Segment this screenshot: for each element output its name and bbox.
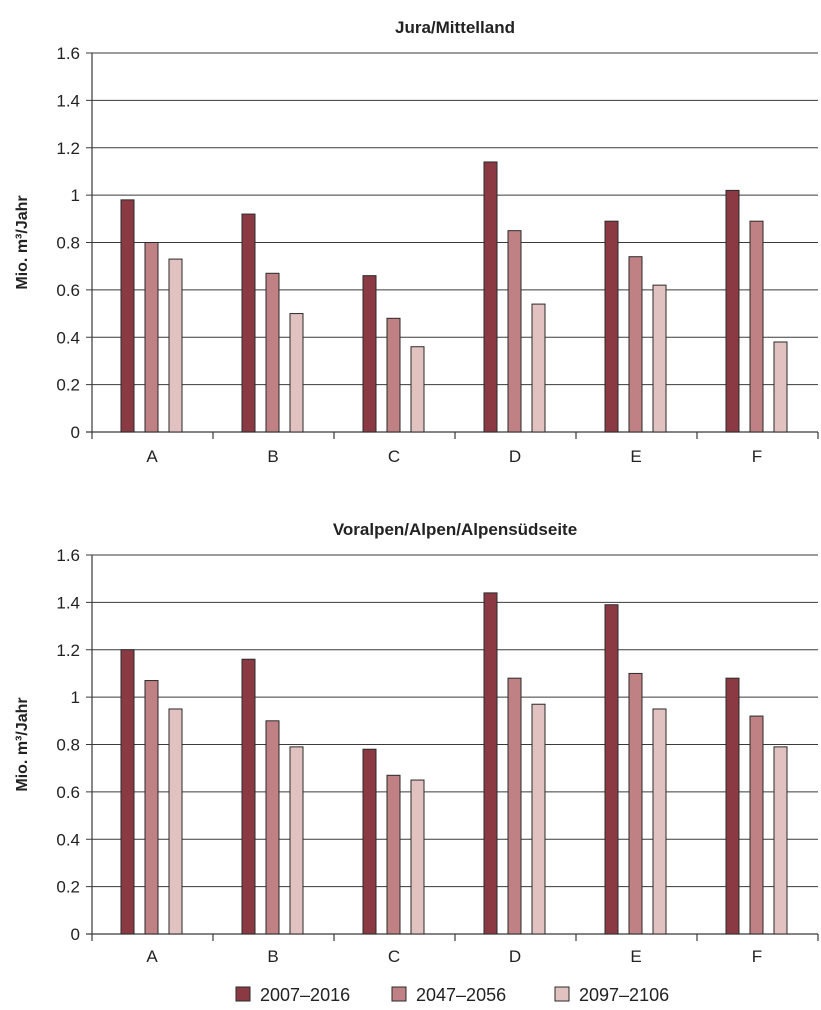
x-tick-label: A xyxy=(146,447,158,466)
bar-c-series-1 xyxy=(362,748,377,935)
bar-b-series-1 xyxy=(241,658,256,935)
bar-f-series-3 xyxy=(773,341,788,433)
x-tick-label: C xyxy=(388,447,400,466)
legend-swatch xyxy=(391,986,407,1002)
bar-f-series-2 xyxy=(749,715,764,935)
bar-b-series-2 xyxy=(265,272,280,433)
x-tick-label: F xyxy=(752,447,762,466)
legend-label: 2007–2016 xyxy=(260,985,350,1005)
y-tick-label: 0 xyxy=(71,925,80,944)
y-tick-label: 1 xyxy=(71,186,80,205)
chart-jura-mittelland: Jura/Mittelland Mio. m³/Jahr 0 0.2 0.4 0.6 0.8… xyxy=(14,18,819,466)
y-tick-label: 1.4 xyxy=(56,91,80,110)
y-tick-label: 0.8 xyxy=(56,234,80,253)
y-tick-label: 0.6 xyxy=(56,783,80,802)
x-tick-label: B xyxy=(267,447,278,466)
x-tick-label: F xyxy=(752,947,762,966)
x-tick-label: E xyxy=(630,447,641,466)
x-tick-label: A xyxy=(146,947,158,966)
bar-f-series-1 xyxy=(725,189,740,433)
bar-c-series-2 xyxy=(386,774,401,935)
y-tick-label: 1 xyxy=(71,688,80,707)
bar-e-series-2 xyxy=(628,672,643,935)
y-tick-label: 0 xyxy=(71,423,80,442)
bar-d-series-2 xyxy=(507,677,522,935)
chart-title: Voralpen/Alpen/Alpensüdseite xyxy=(333,520,577,539)
y-tick-label: 0.2 xyxy=(56,878,80,897)
y-axis-label: Mio. m³/Jahr xyxy=(14,697,31,791)
x-tick-label: D xyxy=(509,447,521,466)
y-tick-label: 0.4 xyxy=(56,830,80,849)
y-tick-label: 1.6 xyxy=(56,44,80,63)
legend-swatch xyxy=(235,986,251,1002)
bar-a-series-3 xyxy=(168,258,183,433)
y-tick-label: 0.8 xyxy=(56,736,80,755)
bar-c-series-3 xyxy=(410,779,425,935)
y-tick-label: 0.6 xyxy=(56,281,80,300)
legend-swatch xyxy=(554,986,570,1002)
bar-e-series-3 xyxy=(652,284,667,433)
y-tick-label: 1.2 xyxy=(56,641,80,660)
bar-c-series-1 xyxy=(362,275,377,433)
bar-a-series-2 xyxy=(144,680,159,935)
bar-a-series-3 xyxy=(168,708,183,935)
bar-b-series-3 xyxy=(289,746,304,935)
bar-d-series-3 xyxy=(531,303,546,433)
bar-d-series-3 xyxy=(531,703,546,935)
legend-label: 2047–2056 xyxy=(416,985,506,1005)
chart-voralpen-alpen: Voralpen/Alpen/Alpensüdseite Mio. m³/Jahr… xyxy=(14,520,819,966)
chart-title: Jura/Mittelland xyxy=(395,18,515,37)
bar-f-series-3 xyxy=(773,746,788,935)
bar-f-series-2 xyxy=(749,220,764,433)
bar-d-series-2 xyxy=(507,230,522,433)
bar-e-series-3 xyxy=(652,708,667,935)
bar-c-series-2 xyxy=(386,317,401,433)
y-axis-label: Mio. m³/Jahr xyxy=(14,195,31,289)
bar-a-series-2 xyxy=(144,242,159,433)
bar-a-series-1 xyxy=(120,649,135,935)
bar-b-series-1 xyxy=(241,213,256,433)
bar-b-series-3 xyxy=(289,313,304,433)
bar-a-series-1 xyxy=(120,199,135,433)
y-tick-label: 0.4 xyxy=(56,328,80,347)
bar-d-series-1 xyxy=(483,592,498,935)
x-tick-label: D xyxy=(509,947,521,966)
x-tick-label: E xyxy=(630,947,641,966)
x-tick-label: B xyxy=(267,947,278,966)
bar-e-series-1 xyxy=(604,604,619,935)
bar-d-series-1 xyxy=(483,161,498,433)
bar-e-series-1 xyxy=(604,220,619,433)
legend: 2007–2016 2047–2056 2097–2106 xyxy=(235,985,669,1005)
y-tick-label: 1.2 xyxy=(56,139,80,158)
bar-c-series-3 xyxy=(410,346,425,433)
x-tick-label: C xyxy=(388,947,400,966)
bar-f-series-1 xyxy=(725,677,740,935)
bar-b-series-2 xyxy=(265,720,280,935)
legend-label: 2097–2106 xyxy=(579,985,669,1005)
y-tick-label: 1.4 xyxy=(56,593,80,612)
y-tick-label: 1.6 xyxy=(56,546,80,565)
bar-e-series-2 xyxy=(628,256,643,433)
y-tick-label: 0.2 xyxy=(56,376,80,395)
